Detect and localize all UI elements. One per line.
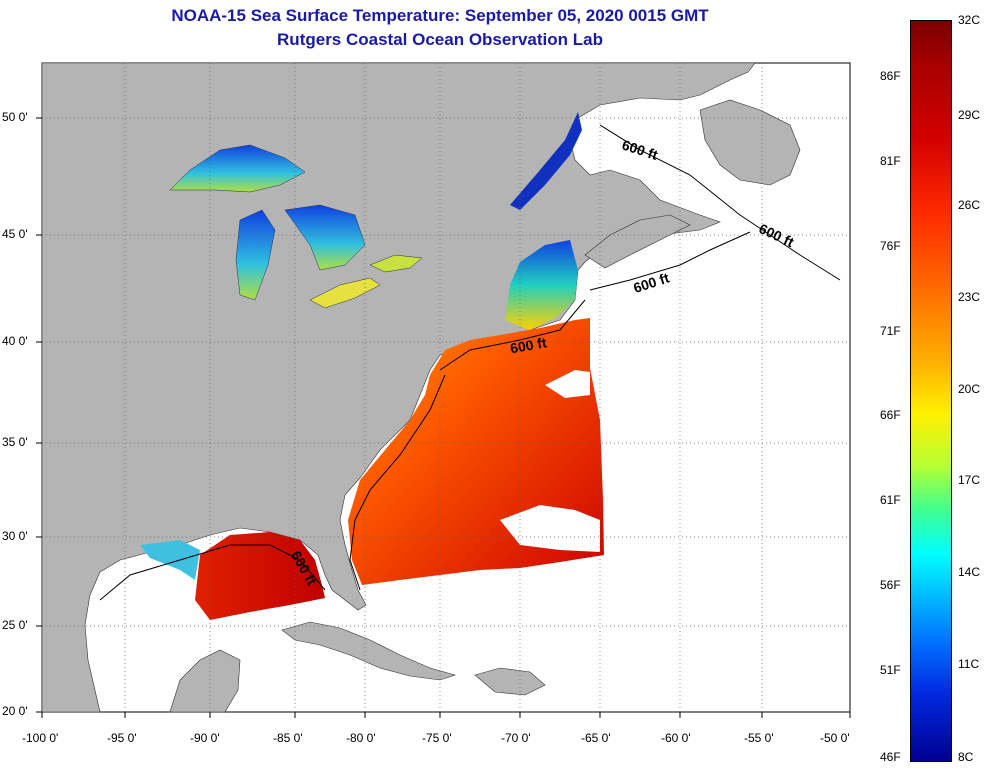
colorbar-c-label: 8C [958,750,974,764]
lake-michigan-sst [235,209,276,301]
lat-label: 35 0' [2,435,28,449]
lat-label: 45 0' [2,227,28,241]
lon-label: -50 0' [820,731,850,745]
colorbar-c-label: 29C [958,108,981,122]
colorbar-c-label: 14C [958,565,981,579]
colorbar-f-label: 46F [880,750,901,764]
isobath-600ft [99,124,841,601]
nova-scotia-land [584,214,691,269]
cuba-land [281,621,457,681]
colorbar-f-label: 61F [880,493,901,507]
gulf-of-maine-sst [505,240,578,330]
temperature-colorbar [910,20,952,762]
lat-label: 25 0' [2,618,28,632]
lon-label: -100 0' [22,731,59,745]
lon-label: -65 0' [581,731,611,745]
colorbar-f-label: 76F [880,239,901,253]
map-title: NOAA-15 Sea Surface Temperature: Septemb… [171,6,709,25]
colorbar-c-label: 20C [958,382,981,396]
lon-label: -85 0' [273,731,303,745]
colorbar-f-label: 56F [880,578,901,592]
hispaniola-land [474,667,546,696]
colorbar-c-label: 17C [958,473,981,487]
lake-superior-sst [169,144,306,193]
north-america-land [41,62,756,713]
lake-erie-sst [309,277,381,309]
lon-label: -80 0' [346,731,376,745]
colorbar-f-label: 71F [880,324,901,338]
lon-label: -75 0' [422,731,452,745]
colorbar-c-label: 32C [958,13,981,27]
colorbar-c-label: 11C [958,657,980,671]
map-subtitle: Rutgers Coastal Ocean Observation Lab [277,30,603,49]
lon-label: -70 0' [501,731,531,745]
yucatan-land [169,649,241,713]
lon-label: -55 0' [744,731,774,745]
gulf-of-mexico-sst [195,532,325,620]
lon-label: -90 0' [190,731,220,745]
colorbar-c-label: 26C [958,198,981,212]
colorbar-f-label: 81F [880,154,901,168]
axis-ticks [36,117,851,718]
lat-label: 40 0' [2,334,28,348]
st-lawrence-sst [510,112,582,210]
colorbar-f-label: 66F [880,408,901,422]
graticule [42,63,850,712]
colorbar-f-label: 86F [880,69,901,83]
colorbar-c-label: 23C [958,290,981,304]
cloud-gap [500,505,600,552]
lake-ontario-sst [369,254,423,273]
gulf-edge-sst [140,540,200,580]
lat-label: 20 0' [2,704,28,718]
isobath-label: 600 ft [509,334,548,356]
newfoundland-land [699,99,801,186]
colorbar-f-label: 51F [880,663,901,677]
lake-huron-sst [284,204,366,271]
cloud-gap [545,370,590,398]
lon-label: -95 0' [107,731,137,745]
lat-label: 50 0' [2,110,28,124]
lon-label: -60 0' [661,731,691,745]
lat-label: 30 0' [2,529,28,543]
